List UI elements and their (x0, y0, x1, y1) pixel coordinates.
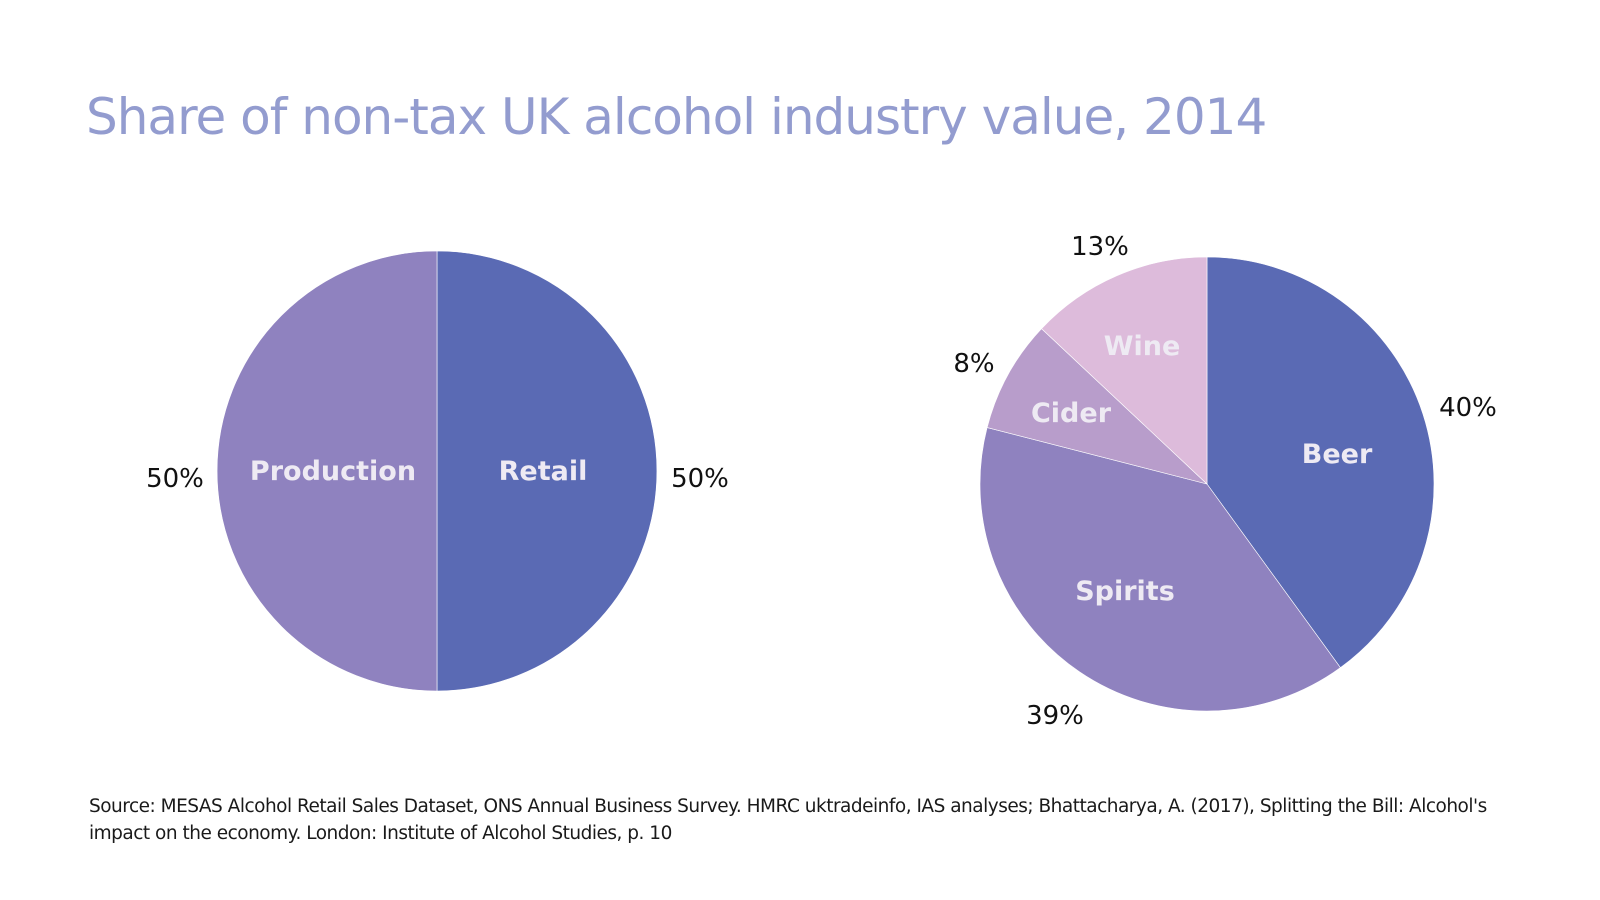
pie-slice-production (216, 250, 438, 692)
value-label-wine: 13% (1071, 232, 1129, 262)
slice-label-retail: Retail (499, 456, 588, 487)
pie-chart-drink-type: Beer 40% Spirits 39% Cider 8% Wine 13% (953, 232, 1497, 731)
slice-label-production: Production (250, 456, 416, 487)
slice-label-beer: Beer (1302, 439, 1373, 470)
value-label-cider: 8% (953, 349, 994, 379)
slice-label-cider: Cider (1031, 398, 1112, 429)
value-label-production: 50% (146, 464, 204, 494)
source-note: Source: MESAS Alcohol Retail Sales Datas… (89, 796, 1487, 844)
chart-title: Share of non-tax UK alcohol industry val… (86, 88, 1267, 146)
value-label-beer: 40% (1439, 393, 1497, 423)
value-label-retail: 50% (671, 464, 729, 494)
pie-slice-spirits (979, 427, 1341, 712)
pie-slice-wine (1041, 256, 1208, 485)
value-label-spirits: 39% (1026, 701, 1084, 731)
slice-label-wine: Wine (1104, 331, 1181, 362)
slice-label-spirits: Spirits (1075, 576, 1175, 607)
pie-chart-value-chain: Retail 50% Production 50% (146, 250, 729, 692)
pie-slice-beer (1206, 256, 1435, 669)
pie-slice-cider (986, 328, 1208, 485)
pie-slice-retail (436, 250, 658, 692)
